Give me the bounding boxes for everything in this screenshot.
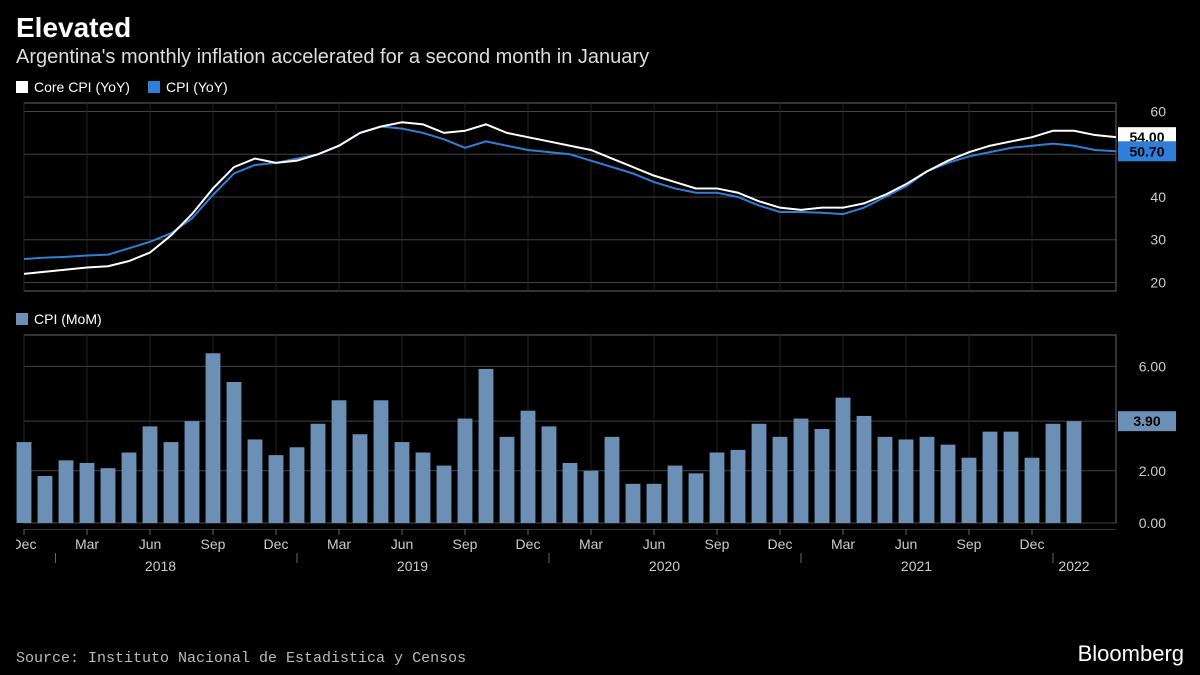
legend-label: CPI (MoM) xyxy=(34,311,102,327)
svg-text:6.00: 6.00 xyxy=(1139,358,1166,374)
svg-text:Dec: Dec xyxy=(516,536,541,552)
page-subtitle: Argentina's monthly inflation accelerate… xyxy=(16,46,1184,69)
svg-text:2019: 2019 xyxy=(397,558,428,574)
svg-text:3.90: 3.90 xyxy=(1133,413,1160,429)
svg-text:Jun: Jun xyxy=(391,536,414,552)
upper-legend: Core CPI (YoY) CPI (YoY) xyxy=(16,79,1184,95)
legend-swatch xyxy=(148,81,160,93)
svg-text:Sep: Sep xyxy=(201,536,226,552)
legend-item-cpi: CPI (YoY) xyxy=(148,79,228,95)
svg-text:2018: 2018 xyxy=(145,558,176,574)
page-title: Elevated xyxy=(16,12,1184,44)
svg-text:0.00: 0.00 xyxy=(1139,515,1166,529)
svg-text:Jun: Jun xyxy=(139,536,162,552)
x-axis: Dec Mar Jun Sep Dec Mar Jun Sep Dec Mar Jun Sep Dec M… xyxy=(16,529,1184,581)
svg-text:30: 30 xyxy=(1150,232,1166,248)
svg-text:2021: 2021 xyxy=(901,558,932,574)
lower-chart: 0.002.003.906.003.90 xyxy=(16,329,1184,529)
svg-text:2020: 2020 xyxy=(649,558,680,574)
legend-item-core: Core CPI (YoY) xyxy=(16,79,130,95)
lower-legend: CPI (MoM) xyxy=(16,311,1184,327)
svg-text:2.00: 2.00 xyxy=(1139,463,1166,479)
svg-text:50.70: 50.70 xyxy=(1129,143,1164,159)
svg-text:2022: 2022 xyxy=(1058,558,1089,574)
svg-text:Dec: Dec xyxy=(16,536,36,552)
svg-text:Jun: Jun xyxy=(643,536,666,552)
legend-swatch xyxy=(16,313,28,325)
svg-text:Dec: Dec xyxy=(768,536,793,552)
source-text: Source: Instituto Nacional de Estadistic… xyxy=(16,650,466,667)
svg-text:60: 60 xyxy=(1150,104,1166,120)
legend-item-mom: CPI (MoM) xyxy=(16,311,102,327)
legend-label: Core CPI (YoY) xyxy=(34,79,130,95)
svg-text:Mar: Mar xyxy=(75,536,99,552)
svg-text:40: 40 xyxy=(1150,189,1166,205)
legend-swatch xyxy=(16,81,28,93)
legend-label: CPI (YoY) xyxy=(166,79,228,95)
brand-logo: Bloomberg xyxy=(1078,641,1184,667)
svg-text:Sep: Sep xyxy=(705,536,730,552)
svg-text:Jun: Jun xyxy=(895,536,918,552)
svg-text:20: 20 xyxy=(1150,274,1166,290)
svg-text:Mar: Mar xyxy=(831,536,855,552)
svg-text:Sep: Sep xyxy=(957,536,982,552)
svg-text:Sep: Sep xyxy=(453,536,478,552)
svg-text:Dec: Dec xyxy=(1020,536,1045,552)
upper-chart: 203040506054.0050.70 xyxy=(16,97,1184,297)
svg-text:Mar: Mar xyxy=(327,536,351,552)
svg-text:Mar: Mar xyxy=(579,536,603,552)
svg-text:Dec: Dec xyxy=(264,536,289,552)
